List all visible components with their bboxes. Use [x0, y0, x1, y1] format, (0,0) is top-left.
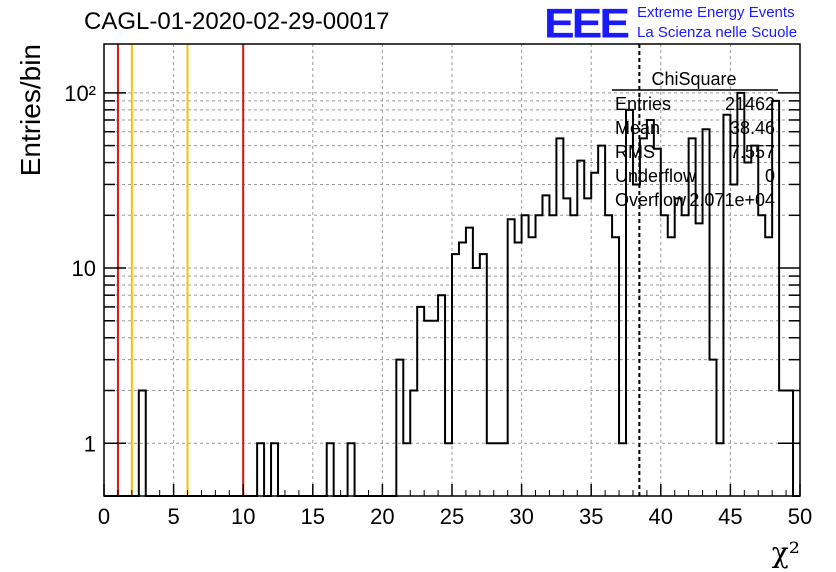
- x-tick-label: 25: [440, 504, 464, 529]
- stats-box-title: ChiSquare: [651, 69, 736, 89]
- x-tick-label: 45: [718, 504, 742, 529]
- stats-row-value: 7.557: [730, 142, 775, 162]
- x-tick-label: 40: [649, 504, 673, 529]
- stats-box: ChiSquare Entries 21462 Mean 38.46 RMS 7.557 Un…: [612, 69, 778, 210]
- x-tick-label: 35: [579, 504, 603, 529]
- stats-row-label: Entries: [615, 94, 671, 114]
- x-tick-label: 0: [98, 504, 110, 529]
- x-tick-label: 20: [370, 504, 394, 529]
- logo-subtitle-line2: La Scienza nelle Scuole: [637, 24, 798, 41]
- stats-row-value: 21462: [725, 94, 775, 114]
- x-axis: 0 5 10 15 20 25 30 35 40 45 50: [98, 484, 812, 529]
- x-tick-label: 30: [509, 504, 533, 529]
- stats-row-value: 0: [765, 166, 775, 186]
- y-axis-label: Entries/bin: [15, 44, 46, 176]
- logo-subtitle-line1: Extreme Energy Events: [637, 4, 795, 21]
- y-tick-label: 1: [84, 431, 96, 456]
- x-tick-label: 5: [167, 504, 179, 529]
- stats-row-label: RMS: [615, 142, 655, 162]
- stats-row-label: Underflow: [615, 166, 697, 186]
- stats-row-value: 2.071e+04: [689, 190, 775, 210]
- stats-row-value: 38.46: [730, 118, 775, 138]
- x-tick-label: 15: [301, 504, 325, 529]
- stats-row-label: Mean: [615, 118, 660, 138]
- chart-title: CAGL-01-2020-02-29-00017: [84, 8, 390, 35]
- x-tick-label: 10: [231, 504, 255, 529]
- y-tick-label: 10: [72, 256, 96, 281]
- stats-row-label: Overflow: [615, 190, 687, 210]
- y-axis: 1 10 10²: [64, 81, 800, 456]
- y-tick-label: 10²: [64, 81, 96, 106]
- eee-logo: EEE: [544, 0, 630, 47]
- marker-lines: [116, 44, 641, 496]
- x-axis-label: χ²: [772, 536, 800, 569]
- x-tick-label: 50: [788, 504, 812, 529]
